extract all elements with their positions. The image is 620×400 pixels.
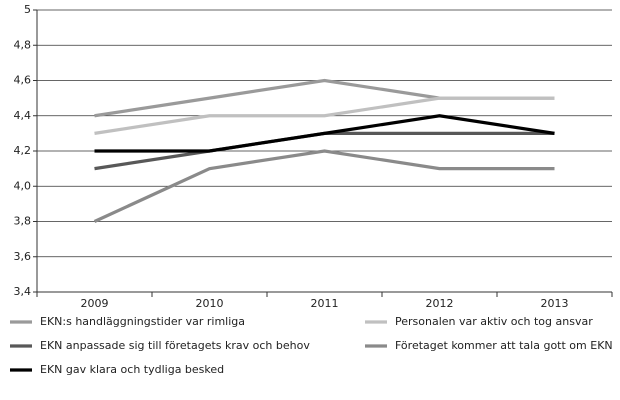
y-tick-label: 3,4 xyxy=(14,285,32,298)
legend-label: Personalen var aktiv och tog ansvar xyxy=(395,315,593,328)
y-tick-label: 5 xyxy=(24,3,31,16)
y-tick-label: 3,6 xyxy=(14,250,32,263)
x-tick-label: 2010 xyxy=(196,297,224,310)
y-tick-label: 4,4 xyxy=(14,109,32,122)
x-tick-label: 2009 xyxy=(81,297,109,310)
y-tick-label: 3,8 xyxy=(14,215,32,228)
legend-label: Företaget kommer att tala gott om EKN xyxy=(395,339,613,352)
legend-label: EKN anpassade sig till företagets krav o… xyxy=(40,339,310,352)
y-tick-label: 4,8 xyxy=(14,38,32,51)
x-tick-label: 2011 xyxy=(311,297,339,310)
x-tick-label: 2013 xyxy=(541,297,569,310)
series-line xyxy=(94,96,555,135)
x-tick-label: 2012 xyxy=(426,297,454,310)
legend-label: EKN:s handläggningstider var rimliga xyxy=(40,315,245,328)
series-line xyxy=(94,114,555,153)
y-tick-label: 4,0 xyxy=(14,179,32,192)
y-tick-label: 4,2 xyxy=(14,144,32,157)
y-tick-label: 4,6 xyxy=(14,74,32,87)
series-line xyxy=(93,149,555,223)
legend-label: EKN gav klara och tydliga besked xyxy=(40,363,224,376)
